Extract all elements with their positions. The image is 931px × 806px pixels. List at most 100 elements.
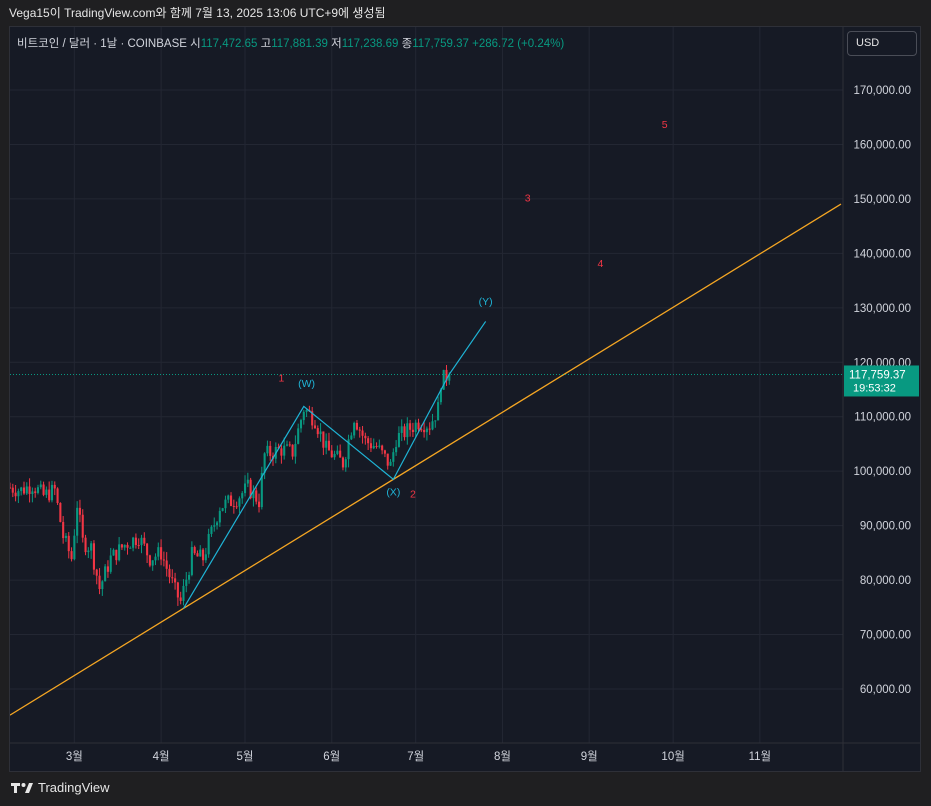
candle-body[interactable] — [56, 488, 59, 504]
candle-body[interactable] — [229, 495, 233, 506]
candle-body[interactable] — [20, 487, 23, 492]
candle-body[interactable] — [143, 537, 146, 544]
candle-body[interactable] — [70, 551, 73, 560]
candle-body[interactable] — [81, 514, 84, 538]
candle-body[interactable] — [395, 446, 398, 453]
candle-body[interactable] — [378, 445, 381, 447]
candle-body[interactable] — [355, 422, 358, 430]
candle-body[interactable] — [45, 489, 48, 495]
candle-body[interactable] — [369, 443, 372, 449]
candle-body[interactable] — [375, 446, 378, 448]
candle-body[interactable] — [381, 445, 384, 451]
candle-body[interactable] — [188, 574, 191, 580]
candle-body[interactable] — [294, 443, 297, 457]
candle-body[interactable] — [25, 486, 28, 494]
candle-body[interactable] — [87, 550, 90, 553]
candle-body[interactable] — [73, 535, 76, 560]
candle-body[interactable] — [109, 555, 112, 572]
candle-body[interactable] — [313, 425, 317, 429]
candle-body[interactable] — [207, 533, 210, 555]
candle-body[interactable] — [168, 568, 171, 578]
candle-body[interactable] — [123, 544, 126, 548]
wave-label[interactable]: (Y) — [479, 296, 493, 308]
candle-body[interactable] — [157, 547, 160, 557]
candle-body[interactable] — [193, 547, 196, 554]
candle-body[interactable] — [364, 435, 367, 439]
candle-body[interactable] — [190, 547, 193, 575]
candle-body[interactable] — [325, 440, 328, 448]
candle-body[interactable] — [17, 491, 20, 497]
candle-body[interactable] — [104, 566, 107, 582]
candle-body[interactable] — [319, 431, 322, 435]
wave-path[interactable] — [182, 321, 487, 609]
candle-body[interactable] — [437, 402, 440, 421]
candle-body[interactable] — [266, 445, 269, 454]
candle-body[interactable] — [285, 444, 289, 446]
wave-label[interactable]: 5 — [662, 119, 668, 131]
candle-body[interactable] — [224, 499, 227, 509]
candle-body[interactable] — [350, 435, 353, 440]
candle-body[interactable] — [42, 484, 45, 495]
candle-body[interactable] — [120, 544, 123, 548]
candle-body[interactable] — [235, 506, 238, 508]
candle-body[interactable] — [257, 501, 261, 508]
candle-body[interactable] — [316, 428, 319, 435]
candle-body[interactable] — [84, 537, 87, 553]
candle-body[interactable] — [137, 544, 140, 546]
candle-body[interactable] — [126, 544, 129, 548]
candle-body[interactable] — [361, 430, 364, 436]
candle-body[interactable] — [425, 428, 428, 433]
candle-body[interactable] — [11, 487, 14, 493]
candle-body[interactable] — [347, 439, 350, 460]
candle-body[interactable] — [199, 549, 202, 557]
candle-body[interactable] — [406, 423, 409, 438]
wave-label[interactable]: 1 — [278, 372, 284, 384]
candle-body[interactable] — [420, 429, 423, 431]
candle-body[interactable] — [14, 492, 17, 497]
candle-body[interactable] — [311, 411, 314, 426]
currency-button[interactable]: USD — [847, 31, 917, 56]
candle-body[interactable] — [372, 446, 375, 449]
candle-body[interactable] — [358, 429, 361, 431]
trendline[interactable] — [10, 203, 842, 716]
candle-body[interactable] — [67, 535, 70, 552]
candle-body[interactable] — [132, 537, 135, 548]
candle-body[interactable] — [367, 438, 370, 444]
candle-body[interactable] — [383, 450, 386, 454]
candle-body[interactable] — [213, 525, 216, 527]
candle-body[interactable] — [269, 445, 272, 456]
candle-body[interactable] — [403, 426, 406, 438]
candle-body[interactable] — [129, 547, 132, 549]
candle-body[interactable] — [64, 535, 68, 539]
candle-body[interactable] — [179, 597, 182, 601]
candle-body[interactable] — [260, 472, 263, 508]
candle-body[interactable] — [414, 422, 417, 433]
candle-body[interactable] — [182, 585, 185, 601]
candle-body[interactable] — [160, 547, 163, 560]
candle-body[interactable] — [162, 559, 165, 561]
candle-body[interactable] — [411, 429, 414, 433]
candle-body[interactable] — [232, 505, 235, 507]
candle-body[interactable] — [59, 503, 62, 522]
candle-body[interactable] — [280, 448, 283, 456]
candle-body[interactable] — [252, 490, 255, 499]
wave-label[interactable]: (W) — [298, 378, 315, 390]
candle-body[interactable] — [448, 374, 451, 381]
candle-body[interactable] — [439, 389, 442, 403]
candle-body[interactable] — [283, 445, 286, 456]
candle-body[interactable] — [339, 450, 342, 458]
wave-label[interactable]: 3 — [525, 193, 531, 205]
symbol-label[interactable]: 비트코인 / 달러 · 1날 · COINBASE — [17, 38, 187, 50]
candle-body[interactable] — [151, 560, 154, 566]
candle-body[interactable] — [241, 493, 244, 499]
candle-body[interactable] — [165, 560, 168, 569]
candle-body[interactable] — [196, 553, 199, 557]
candle-body[interactable] — [409, 423, 412, 430]
candle-body[interactable] — [428, 428, 431, 430]
wave-label[interactable]: 2 — [410, 488, 416, 500]
last-price-tag[interactable] — [844, 365, 919, 397]
candle-body[interactable] — [28, 486, 31, 494]
candle-body[interactable] — [171, 577, 174, 579]
candle-body[interactable] — [106, 566, 109, 572]
wave-label[interactable]: 4 — [597, 258, 603, 270]
